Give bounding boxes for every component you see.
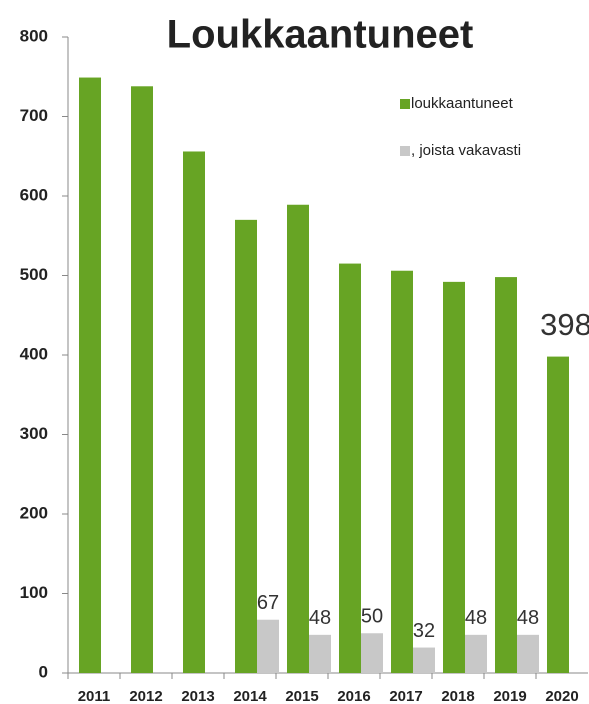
bar [339,263,361,673]
bar [465,634,487,673]
y-tick-label: 300 [20,424,48,443]
y-tick-label: 700 [20,106,48,125]
bar [547,356,569,673]
y-tick-label: 200 [20,503,48,522]
x-tick-label: 2014 [233,688,267,704]
bar [443,281,465,673]
bar [495,277,517,673]
y-tick-label: 800 [20,26,48,45]
y-tick-label: 0 [39,662,48,681]
bar [309,634,331,673]
bar [183,151,205,674]
bar [391,270,413,673]
bar [287,204,309,673]
y-tick-label: 600 [20,185,48,204]
data-label: 48 [465,607,487,629]
legend-swatch [400,146,410,156]
bar [131,86,153,674]
bar [517,634,539,673]
data-label: 398 [540,307,589,342]
chart-title: Loukkaantuneet [167,13,474,57]
bar [79,77,101,674]
x-tick-label: 2016 [337,688,370,704]
data-label: 32 [413,620,435,642]
x-tick-label: 2012 [129,688,162,704]
legend-label: loukkaantuneet [411,95,514,112]
bar [257,619,279,673]
y-tick-label: 400 [20,344,48,363]
data-label: 48 [309,607,331,629]
bar [413,647,435,673]
x-tick-label: 2020 [545,688,578,704]
y-tick-label: 500 [20,265,48,284]
x-tick-label: 2015 [285,688,318,704]
x-tick-label: 2011 [78,688,111,704]
data-label: 48 [517,607,539,629]
bar [361,633,383,673]
x-tick-label: 2019 [493,688,526,704]
data-label: 67 [257,592,279,614]
data-label: 50 [361,606,383,628]
x-tick-label: 2017 [389,688,422,704]
legend-label: , joista vakavasti [411,142,521,159]
x-tick-label: 2018 [441,688,474,704]
x-tick-label: 2013 [181,688,214,704]
legend-swatch [400,99,410,109]
y-tick-label: 100 [20,583,48,602]
bar [235,219,257,673]
